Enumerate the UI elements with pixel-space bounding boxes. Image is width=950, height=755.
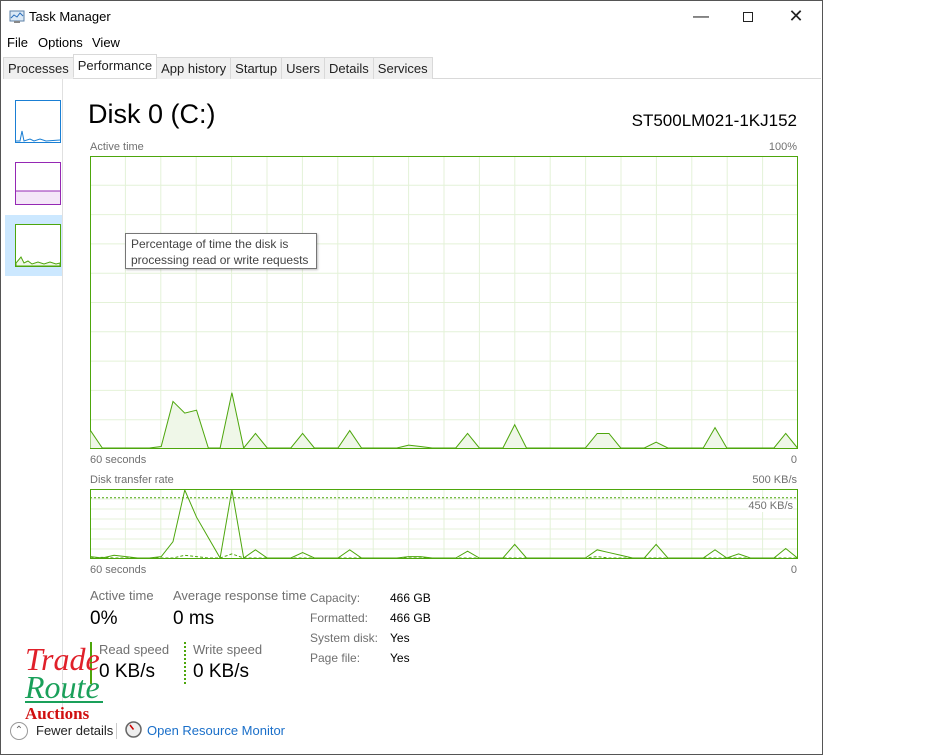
sidebar-item-disk[interactable] (15, 224, 61, 267)
active-time-max-label: 100% (768, 141, 797, 153)
property-label: Page file: (310, 651, 361, 665)
transfer-rate-x-right-label: 0 (790, 564, 797, 576)
page-title: Disk 0 (C:) (88, 99, 216, 129)
tab-services[interactable]: Services (372, 57, 433, 79)
transfer-rate-chart-label: Disk transfer rate (90, 474, 174, 486)
active-time-chart-label: Active time (90, 141, 144, 153)
menu-file[interactable]: File (7, 35, 28, 50)
avg-response-value: 0 ms (173, 608, 215, 629)
tab-startup[interactable]: Startup (230, 57, 283, 79)
watermark-line2: Route (25, 671, 103, 703)
active-time-x-left-label: 60 seconds (90, 454, 147, 466)
task-manager-icon (9, 10, 25, 23)
tab-bar: Processes Performance App history Startu… (3, 54, 821, 79)
property-row: Capacity: 466 GB (310, 588, 431, 608)
active-time-area (90, 392, 798, 448)
fewer-details-button[interactable]: Fewer details (36, 723, 114, 738)
property-value: Yes (390, 651, 410, 665)
write-speed-line (90, 553, 798, 559)
tooltip: Percentage of time the disk is processin… (125, 233, 317, 269)
watermark-line3: Auctions (25, 704, 90, 723)
footer-divider (116, 723, 117, 739)
maximize-icon (743, 11, 753, 22)
tab-details[interactable]: Details (324, 57, 374, 79)
property-value: 466 GB (390, 591, 431, 605)
property-value: 466 GB (390, 611, 431, 625)
active-time-line (90, 392, 798, 449)
task-manager-window: Task Manager — ✕ File Options View Proce… (0, 0, 823, 755)
avg-response-label: Average response time (173, 588, 307, 603)
active-time-stat-label: Active time (90, 588, 154, 603)
active-time-stat-value: 0% (90, 608, 118, 629)
sidebar-divider (62, 79, 63, 719)
properties-list: Capacity: 466 GB Formatted: 466 GB System … (310, 588, 431, 668)
read-speed-legend-line (90, 642, 92, 684)
read-speed-value: 0 KB/s (99, 661, 155, 682)
write-speed-legend-line (184, 642, 186, 684)
resource-monitor-icon (125, 721, 142, 738)
cpu-thumbnail-graph (16, 130, 61, 142)
tooltip-line: processing read or write requests (131, 253, 309, 267)
tab-app-history[interactable]: App history (156, 57, 232, 79)
property-value: Yes (390, 631, 410, 645)
transfer-rate-chart (90, 489, 798, 559)
transfer-rate-x-left-label: 60 seconds (90, 564, 147, 576)
maximize-button[interactable] (725, 1, 771, 32)
property-row: Formatted: 466 GB (310, 608, 431, 628)
write-speed-label: Write speed (193, 642, 263, 657)
active-time-chart (90, 156, 798, 449)
read-speed-label: Read speed (99, 642, 170, 657)
sidebar-item-memory[interactable] (15, 162, 61, 205)
watermark-line1: Trade (25, 641, 100, 677)
property-row: Page file: Yes (310, 648, 431, 668)
disk-model: ST500LM021-1KJ152 (631, 111, 797, 130)
close-button[interactable]: ✕ (773, 1, 819, 32)
tab-users[interactable]: Users (281, 57, 326, 79)
open-resource-monitor-link[interactable]: Open Resource Monitor (147, 723, 286, 738)
menu-options[interactable]: Options (38, 35, 83, 50)
property-label: Capacity: (310, 591, 361, 605)
menu-view[interactable]: View (92, 35, 120, 50)
write-speed-value: 0 KB/s (193, 661, 249, 682)
window-title: Task Manager (29, 9, 111, 24)
transfer-rate-max-label: 500 KB/s (752, 474, 797, 486)
memory-thumbnail-graph (16, 190, 60, 204)
tab-performance[interactable]: Performance (72, 54, 158, 78)
close-icon: ✕ (788, 6, 804, 26)
active-time-x-right-label: 0 (790, 454, 797, 466)
sidebar-item-cpu[interactable] (15, 100, 61, 143)
tab-processes[interactable]: Processes (3, 57, 74, 79)
chevron-up-icon[interactable]: ⌃ (10, 722, 28, 740)
property-label: Formatted: (310, 611, 369, 625)
minimize-button[interactable]: — (678, 1, 724, 32)
property-label: System disk: (310, 631, 379, 645)
minimize-icon: — (693, 7, 709, 25)
tooltip-line: Percentage of time the disk is (131, 237, 289, 251)
watermark-logo: Trade Route Auctions (25, 641, 103, 723)
property-row: System disk: Yes (310, 628, 431, 648)
disk-thumbnail-graph (15, 256, 61, 267)
transfer-rate-line-label: 450 KB/s (748, 500, 793, 512)
